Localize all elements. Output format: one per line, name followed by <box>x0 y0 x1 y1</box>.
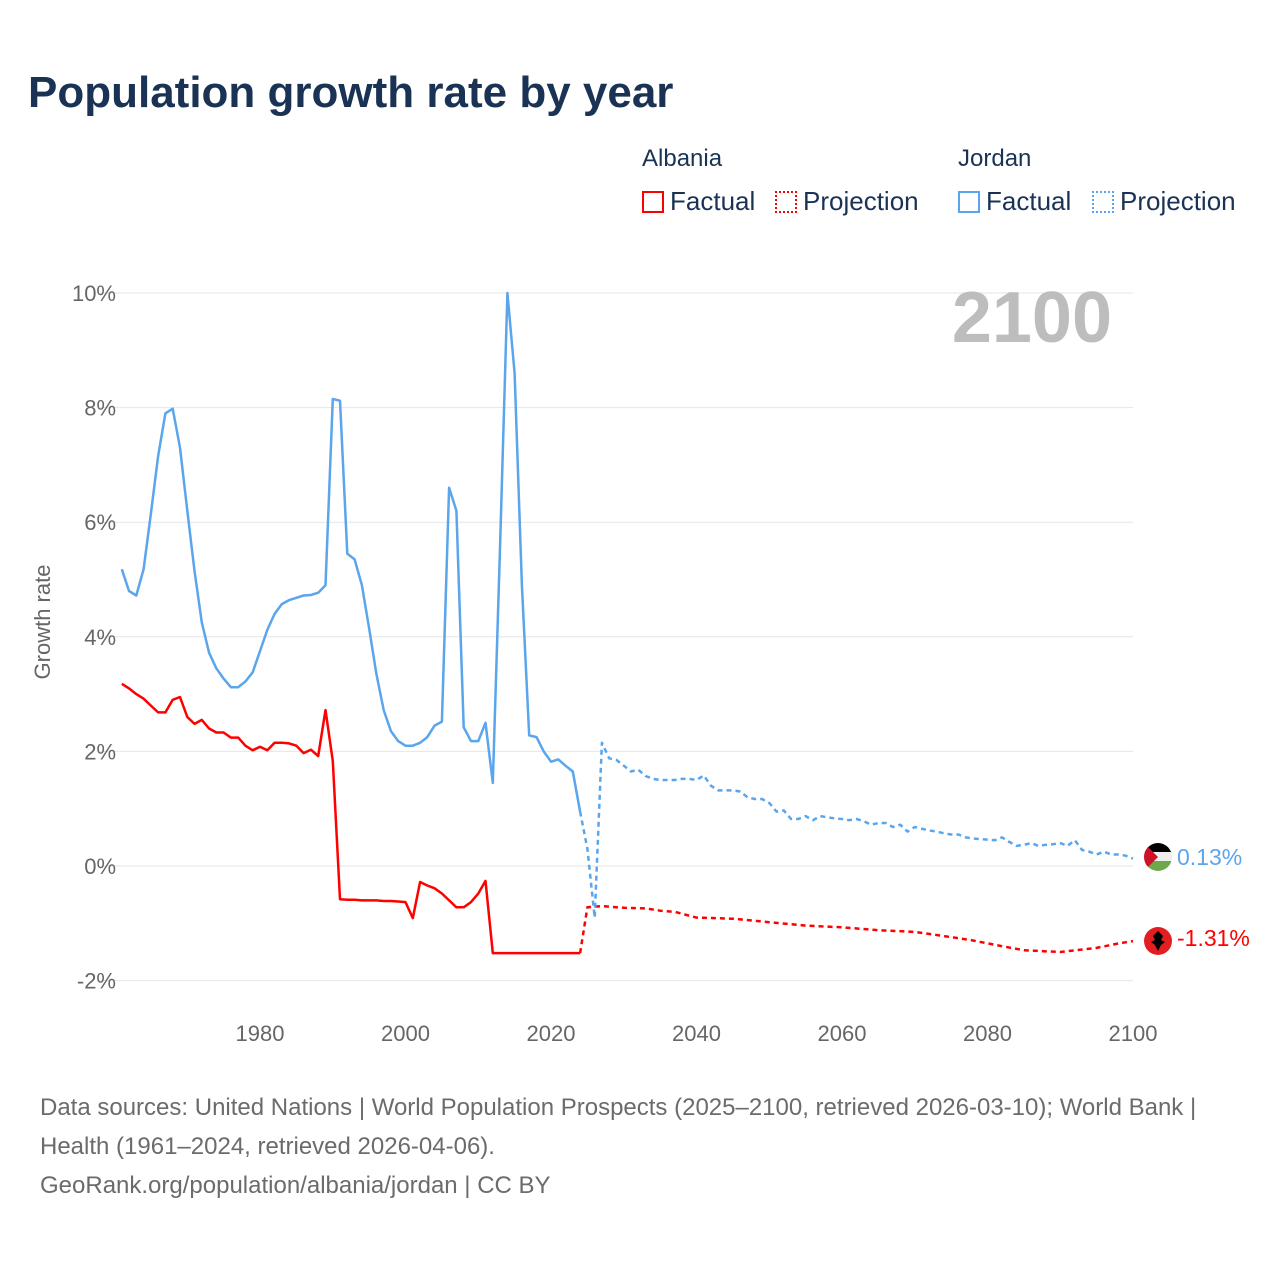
x-tick-label: 2060 <box>818 1021 867 1046</box>
y-tick-label: 10% <box>72 281 116 306</box>
data-sources: Data sources: United Nations | World Pop… <box>40 1094 1197 1160</box>
legend-swatch-dotted <box>1092 190 1114 213</box>
y-tick-label: 0% <box>84 854 116 879</box>
legend-group-jordan: Jordan <box>958 145 1032 172</box>
legend-label: Projection <box>1120 186 1236 216</box>
albania-projection-line <box>578 904 1134 954</box>
legend-jordan-factual[interactable]: Factual <box>958 186 1071 217</box>
y-tick-label: -2% <box>77 969 116 994</box>
legend-albania-factual[interactable]: Factual <box>642 186 755 217</box>
y-tick-label: 6% <box>84 510 116 535</box>
footer: Data sources: United Nations | World Pop… <box>40 1088 1240 1205</box>
y-tick-label: 8% <box>84 396 116 421</box>
plot-area: -2% 0% 2% 4% 6% 8% 10% 1980 2000 2020 2040 2060 2080… <box>30 278 1250 1046</box>
legend-label: Factual <box>986 186 1072 216</box>
x-tick-label: 2080 <box>963 1021 1012 1046</box>
y-tick-label: 4% <box>84 625 116 650</box>
legend-group-albania: Albania <box>642 145 723 172</box>
x-tick-label: 2000 <box>381 1021 430 1046</box>
albania-factual-line <box>121 682 581 955</box>
jordan-end-value: 0.13% <box>1177 844 1242 870</box>
y-tick-label: 2% <box>84 739 116 764</box>
jordan-factual-line <box>120 291 582 812</box>
legend-label: Factual <box>670 186 756 216</box>
legend-swatch-solid <box>958 190 980 213</box>
x-tick-label: 1980 <box>236 1021 285 1046</box>
y-axis-label: Growth rate <box>30 565 55 680</box>
credit-link[interactable]: GeoRank.org/population/albania/jordan | … <box>40 1172 551 1199</box>
albania-end-value: -1.31% <box>1177 925 1250 951</box>
x-tick-label: 2100 <box>1109 1021 1158 1046</box>
albania-flag-icon <box>1144 927 1172 955</box>
jordan-flag-icon <box>1144 843 1172 871</box>
x-tick-label: 2040 <box>672 1021 721 1046</box>
x-tick-label: 2020 <box>527 1021 576 1046</box>
legend-label: Projection <box>803 186 919 216</box>
current-year-label: 2100 <box>952 278 1112 358</box>
jordan-projection-line <box>578 741 1134 919</box>
legend-jordan-projection[interactable]: Projection <box>1092 186 1236 217</box>
chart-title: Population growth rate by year <box>28 68 674 117</box>
legend-albania-projection[interactable]: Projection <box>775 186 919 217</box>
legend-swatch-solid <box>642 190 664 213</box>
legend-swatch-dotted <box>775 190 797 213</box>
